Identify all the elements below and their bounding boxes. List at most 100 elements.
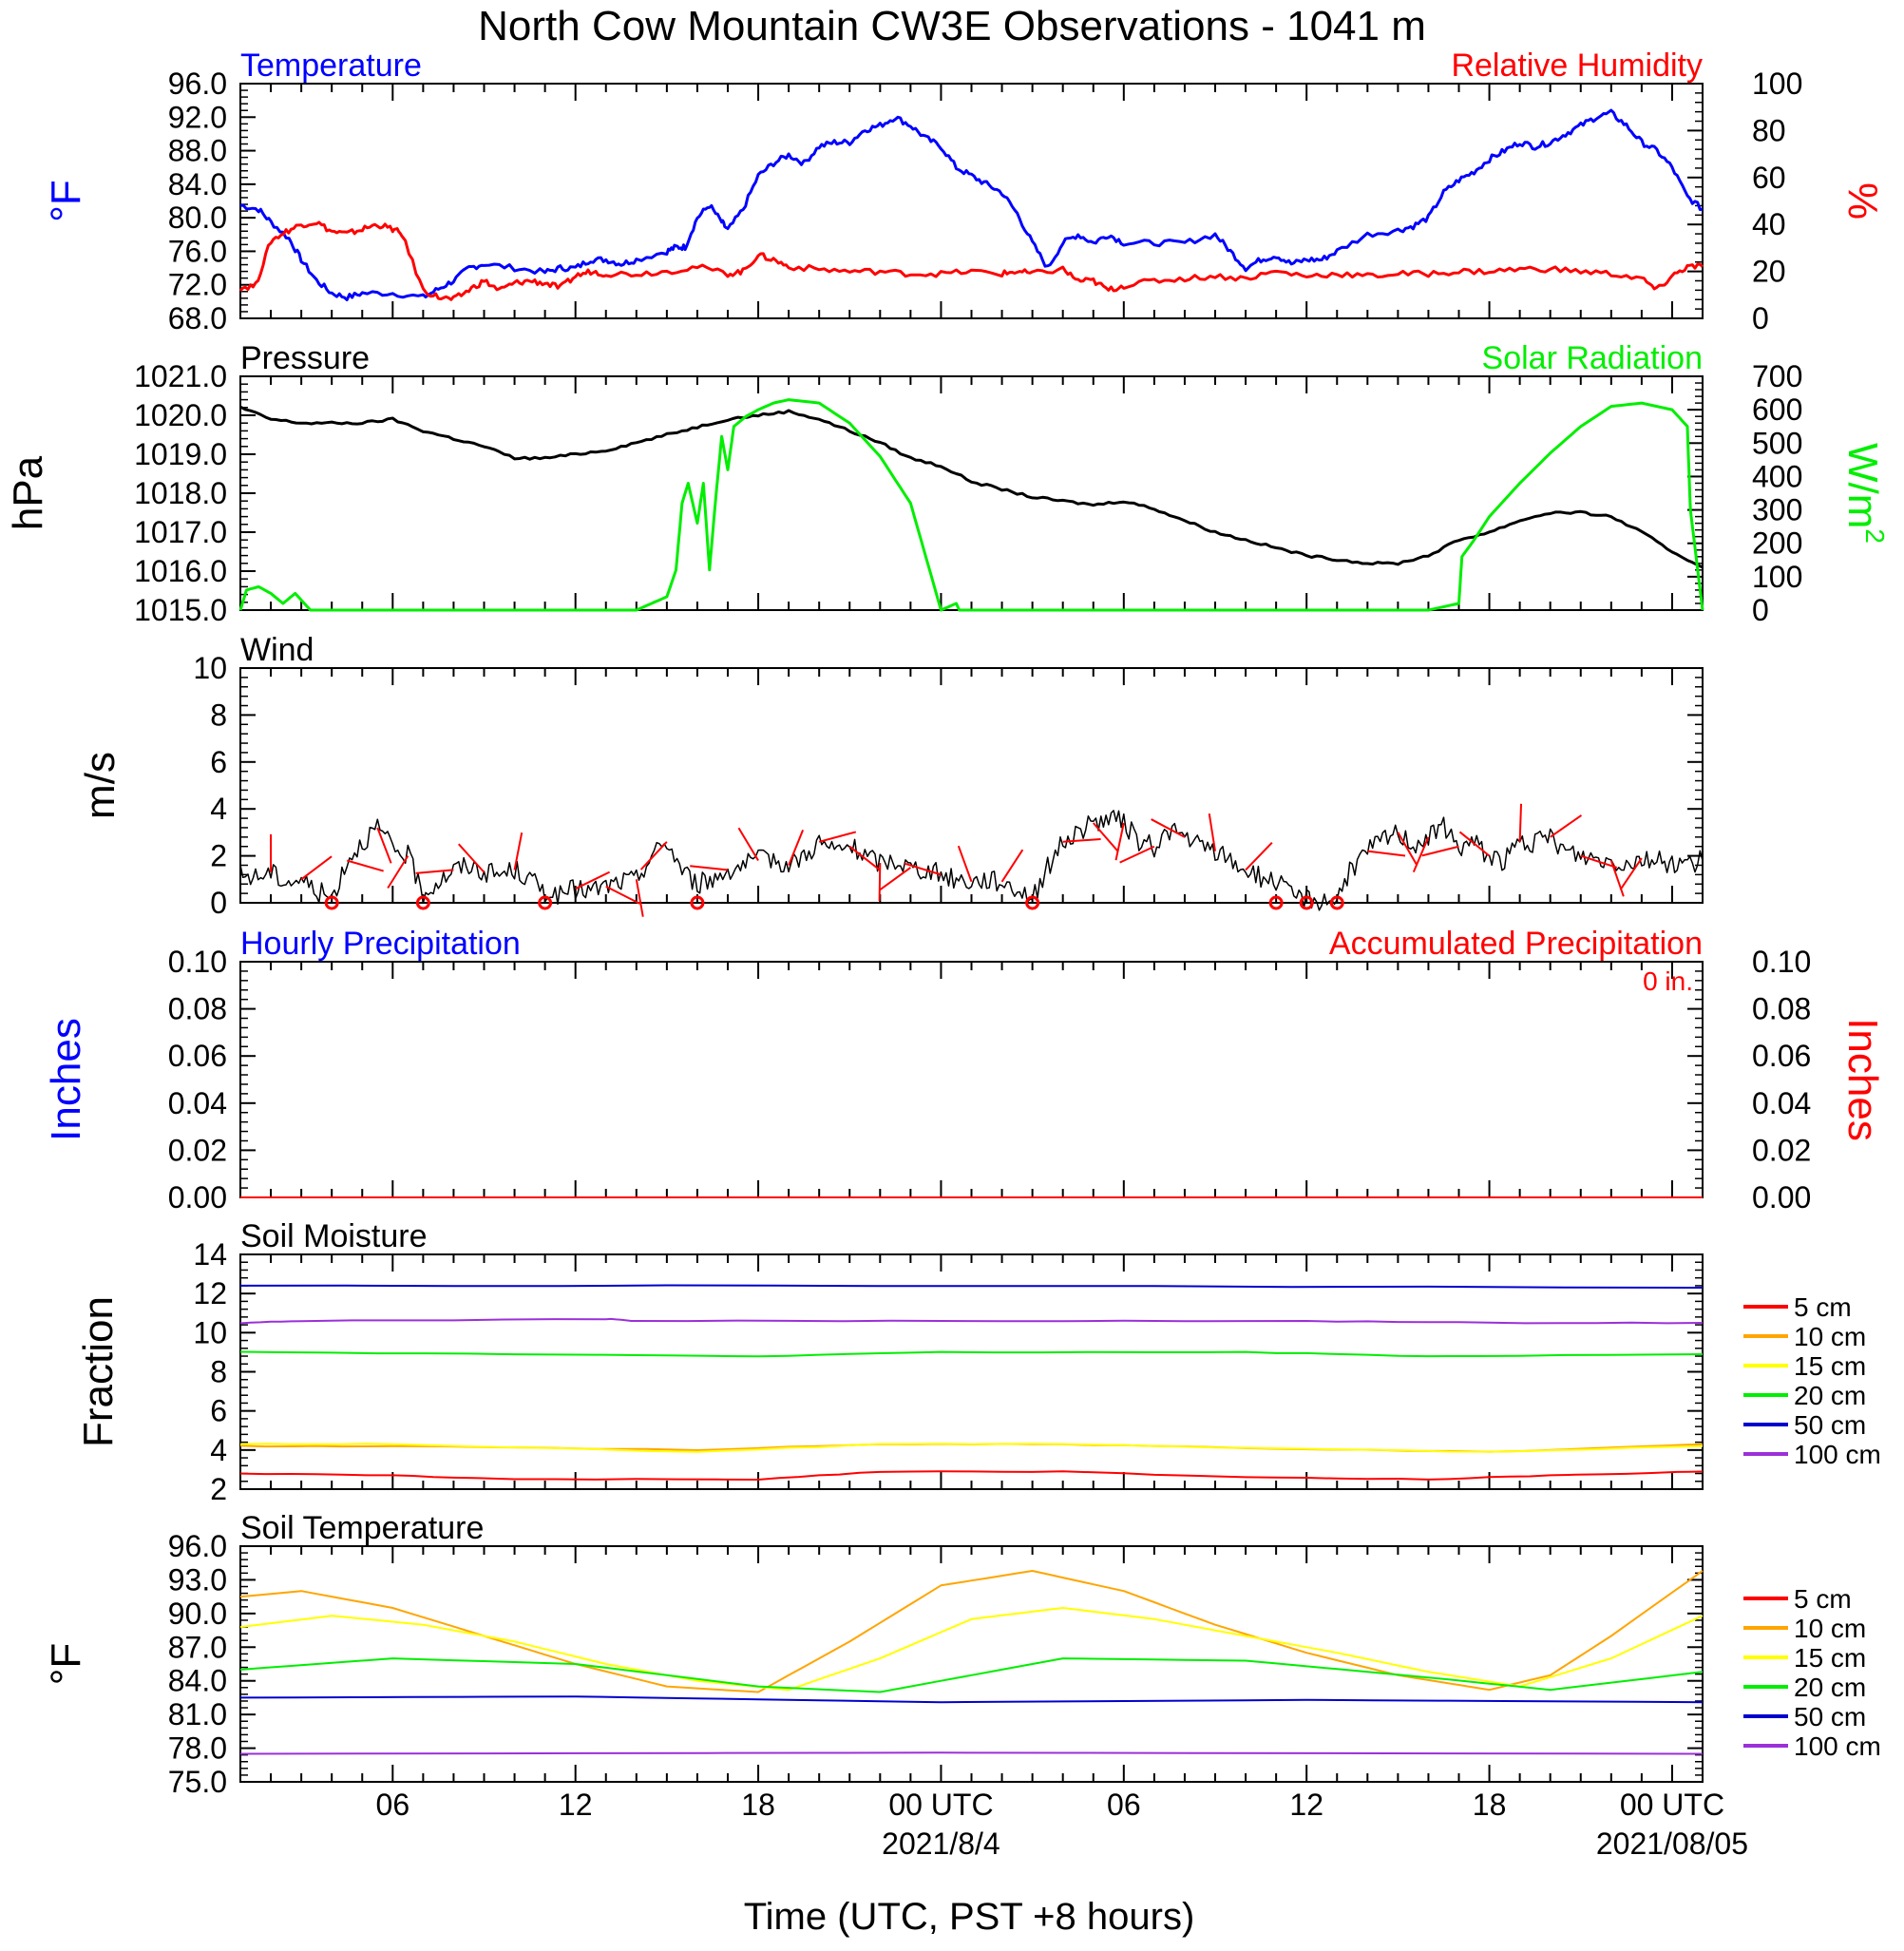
- wind-barb: [1619, 857, 1643, 890]
- series-line-d15: [239, 1443, 1704, 1453]
- x-date-label: 2021/8/4: [882, 1827, 1000, 1861]
- legend-entry: 15 cm: [1794, 1643, 1866, 1673]
- panel-wind: 0 2 4 6 8 10 Wind m/s: [77, 632, 1704, 920]
- y2-axis-label: %: [1839, 182, 1886, 220]
- y2-tick-label: 0.04: [1752, 1086, 1811, 1120]
- legend-entry: 20 cm: [1794, 1673, 1866, 1702]
- y-tick-label: 0.00: [168, 1180, 227, 1215]
- y-tick-label: 68.0: [168, 301, 227, 335]
- panel-frame: [239, 1253, 1704, 1490]
- y-tick-label: 6: [210, 745, 227, 779]
- wind-barb: [878, 862, 882, 902]
- y-tick-label: 1018.0: [134, 476, 227, 510]
- y2-tick-label: 400: [1752, 459, 1802, 493]
- y-axis-label: °F: [43, 1643, 89, 1685]
- x-tick-label: 18: [741, 1788, 775, 1822]
- wind-barb: [1367, 850, 1406, 857]
- y-tick-label: 84.0: [168, 167, 227, 201]
- chart-panels: 68.072.076.080.084.088.092.096.002040608…: [5, 48, 1890, 1799]
- y-tick-label: 84.0: [168, 1664, 227, 1698]
- y-tick-label: 75.0: [168, 1765, 227, 1799]
- y-tick-label: 8: [210, 698, 227, 732]
- y-tick-label: 2: [210, 839, 227, 873]
- wind-calm-marker: [324, 895, 339, 910]
- y-tick-label: 4: [210, 1433, 227, 1467]
- y-tick-label: 1021.0: [134, 359, 227, 393]
- y2-tick-label: 60: [1752, 161, 1786, 195]
- series-line-temperature: [239, 108, 1704, 301]
- wind-barb: [415, 869, 454, 874]
- series-line-d20: [239, 1350, 1704, 1358]
- wind-barb: [1458, 831, 1491, 857]
- x-tick-label: 18: [1473, 1788, 1507, 1822]
- x-tick-label: 12: [559, 1788, 593, 1822]
- y-tick-label: 2: [210, 1472, 227, 1506]
- y2-tick-label: 100: [1752, 560, 1802, 594]
- y2-tick-label: 0.00: [1752, 1180, 1811, 1215]
- y-tick-label: 1020.0: [134, 398, 227, 432]
- legend-entry: 100 cm: [1794, 1440, 1881, 1469]
- legend-entry: 20 cm: [1794, 1381, 1866, 1410]
- series-line-d15: [239, 1607, 1704, 1692]
- y-tick-label: 6: [210, 1394, 227, 1428]
- legend-entry: 50 cm: [1794, 1702, 1866, 1731]
- x-axis: 06 12 18 00 UTC 06 12 18 00 UTC 2021/8/4 2021/08/…: [376, 1788, 1749, 1861]
- series-line-d20: [239, 1657, 1704, 1693]
- y-tick-label: 0.04: [168, 1086, 227, 1120]
- y2-tick-label: 600: [1752, 392, 1802, 427]
- x-tick-label: 00 UTC: [1620, 1788, 1724, 1822]
- wind-calm-marker: [1268, 895, 1284, 910]
- y2-tick-label: 0.02: [1752, 1133, 1811, 1167]
- wind-barb: [879, 867, 911, 891]
- x-tick-label: 00 UTC: [888, 1788, 993, 1822]
- y2-tick-label: 0.06: [1752, 1039, 1811, 1073]
- x-tick-label: 06: [1107, 1788, 1141, 1822]
- y-axis-label: Fraction: [75, 1296, 122, 1447]
- y-tick-label: 0.06: [168, 1039, 227, 1073]
- legend-entry: 100 cm: [1794, 1731, 1881, 1761]
- y-tick-label: 8: [210, 1355, 227, 1389]
- wind-barb: [1580, 854, 1618, 869]
- series-line-d50: [239, 1695, 1704, 1704]
- panel-precip: 0.00 0.02 0.04 0.06 0.08 0.10 0.00 0.02 0.04 0.06…: [43, 926, 1886, 1215]
- series-line-humidity: [238, 220, 1704, 301]
- y2-tick-label: 0: [1752, 593, 1769, 627]
- y-tick-label: 4: [210, 792, 227, 826]
- wind-barb: [639, 841, 668, 870]
- y-tick-label: 81.0: [168, 1697, 227, 1731]
- y-tick-label: 0: [210, 886, 227, 920]
- y-tick-label: 0.02: [168, 1133, 227, 1167]
- wind-barb: [1062, 837, 1101, 843]
- y2-tick-label: 500: [1752, 426, 1802, 460]
- y2-tick-label: 0.08: [1752, 992, 1811, 1026]
- panel-frame: [239, 375, 1704, 611]
- y2-tick-label: 200: [1752, 526, 1802, 561]
- y-tick-label: 1016.0: [134, 554, 227, 588]
- wind-calm-marker: [538, 895, 553, 910]
- y-axis-label: °F: [43, 180, 89, 221]
- panel-title-right: Solar Radiation: [1482, 340, 1703, 376]
- wind-barb: [1208, 813, 1216, 851]
- wind-barb: [513, 832, 524, 870]
- y2-axis-label: W/m2: [1839, 443, 1890, 544]
- legend-entry: 50 cm: [1794, 1410, 1866, 1440]
- panel-title-left: Soil Temperature: [240, 1510, 484, 1546]
- y-tick-label: 92.0: [168, 100, 227, 134]
- wind-calm-marker: [1025, 895, 1040, 910]
- wind-barb: [300, 855, 333, 881]
- wind-barb: [690, 865, 729, 871]
- y2-axis-label-superscript: 2: [1860, 528, 1890, 544]
- series-line-pressure: [239, 405, 1704, 569]
- y-tick-label: 90.0: [168, 1597, 227, 1631]
- y-tick-label: 96.0: [168, 67, 227, 101]
- legend-entry: 5 cm: [1794, 1292, 1852, 1322]
- wind-barb: [848, 845, 881, 871]
- y-tick-label: 1015.0: [134, 593, 227, 627]
- series-line-d100: [239, 1317, 1704, 1325]
- wind-barb: [1245, 841, 1273, 871]
- wind-barb: [957, 845, 973, 883]
- panel-title-right: Relative Humidity: [1451, 48, 1703, 84]
- wind-calm-marker: [1299, 895, 1314, 910]
- wind-barb: [1412, 836, 1430, 873]
